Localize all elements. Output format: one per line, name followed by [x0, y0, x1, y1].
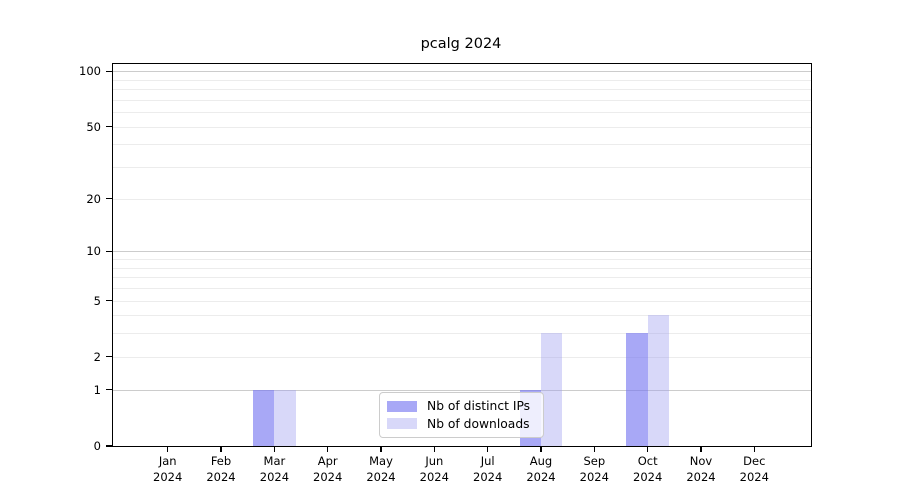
legend-label: Nb of distinct IPs — [427, 399, 531, 414]
legend-item: Nb of downloads — [387, 417, 536, 431]
y-axis-tick-label: 50 — [86, 119, 101, 134]
y-axis-tick — [106, 389, 112, 391]
y-axis-tick — [106, 299, 112, 302]
gridline-minor — [113, 300, 811, 302]
x-axis-tick — [380, 447, 382, 452]
gridline-minor — [113, 288, 811, 289]
x-axis-tick — [700, 447, 702, 452]
x-axis-tick — [540, 447, 542, 452]
bar-downloads — [274, 389, 296, 446]
x-axis-tick-label: Oct 2024 — [633, 454, 663, 484]
bar-downloads — [541, 333, 563, 446]
x-axis-tick-label: Dec 2024 — [739, 454, 769, 484]
x-axis-tick-label: Apr 2024 — [313, 454, 343, 484]
bar-downloads — [647, 315, 669, 446]
bar-distinct-ips — [253, 389, 275, 446]
gridline-minor — [113, 277, 811, 279]
x-axis-tick — [327, 447, 329, 452]
gridline-minor — [113, 79, 811, 81]
gridline-major — [113, 251, 811, 253]
gridline-minor — [113, 259, 811, 260]
y-axis-tick-label: 0 — [93, 439, 101, 453]
x-axis-tick-label: Jun 2024 — [419, 454, 449, 484]
gridline-minor — [113, 144, 811, 146]
x-axis-tick — [220, 447, 222, 452]
legend: Nb of distinct IPs Nb of downloads — [379, 392, 544, 438]
gridline-minor — [113, 315, 811, 317]
gridline-minor — [113, 198, 811, 200]
gridline-major — [113, 389, 811, 391]
x-axis-tick-label: Sep 2024 — [579, 454, 609, 484]
gridline-minor — [113, 99, 811, 101]
x-axis-tick — [487, 447, 489, 452]
y-axis-tick-label: 100 — [79, 64, 101, 79]
chart-title: pcalg 2024 — [420, 36, 502, 52]
gridline-minor — [113, 333, 811, 335]
x-axis-tick-label: May 2024 — [366, 454, 396, 484]
y-axis-tick-label: 2 — [93, 349, 101, 364]
x-axis-tick-label: Jul 2024 — [473, 454, 503, 484]
gridline-minor — [113, 89, 811, 91]
x-axis-tick-label: Aug 2024 — [526, 454, 556, 484]
x-axis-tick — [647, 447, 649, 452]
y-axis-tick-label: 20 — [86, 191, 101, 206]
legend-item: Nb of distinct IPs — [387, 399, 536, 413]
x-axis-tick-label: Feb 2024 — [206, 454, 236, 484]
gridline-minor — [113, 112, 811, 114]
x-axis-tick-label: Jan 2024 — [153, 454, 183, 484]
x-axis-tick — [433, 447, 435, 452]
y-axis-tick — [106, 250, 112, 252]
x-axis-tick-label: Mar 2024 — [259, 454, 290, 484]
y-axis-tick-label: 1 — [93, 382, 101, 397]
y-axis-tick — [106, 70, 112, 72]
y-axis-tick — [106, 445, 112, 447]
legend-label: Nb of downloads — [427, 416, 530, 431]
plot-area: Nb of distinct IPs Nb of downloads 0 1 2 5 10… — [79, 63, 812, 484]
x-axis-tick-label: Nov 2024 — [686, 454, 716, 484]
legend-swatch — [387, 400, 417, 413]
gridline-minor — [113, 167, 811, 169]
x-axis-tick — [167, 447, 169, 452]
y-axis-tick-label: 5 — [93, 293, 101, 308]
gridline-minor — [113, 267, 811, 269]
y-axis-tick-label: 10 — [86, 244, 101, 259]
gridline-major — [113, 71, 811, 73]
y-axis-tick — [106, 356, 112, 358]
x-axis-tick — [753, 447, 755, 452]
x-axis-tick — [273, 447, 275, 452]
x-axis-tick — [593, 447, 595, 452]
gridline-minor — [113, 356, 811, 358]
gridline-minor — [113, 126, 811, 128]
y-axis-tick — [106, 126, 112, 128]
y-axis-tick — [106, 198, 112, 200]
legend-swatch — [387, 417, 417, 430]
bar-distinct-ips — [626, 333, 648, 446]
